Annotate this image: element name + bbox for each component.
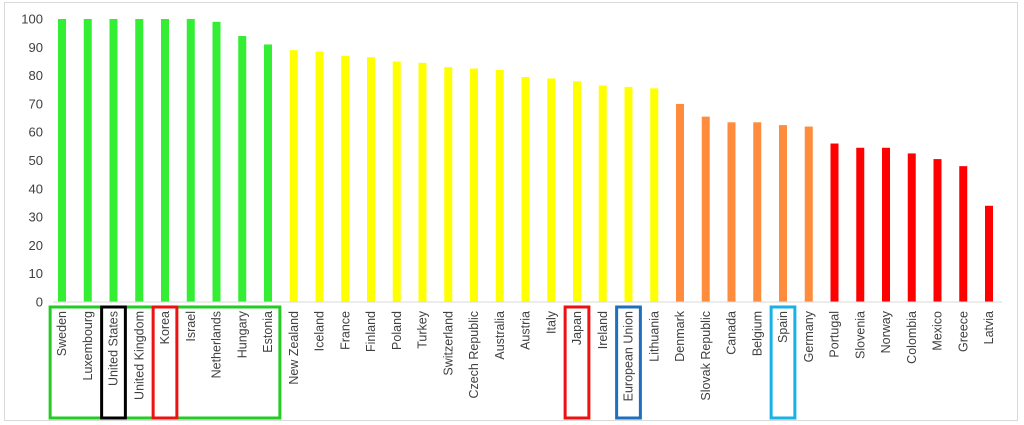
bar (779, 125, 787, 302)
bar (753, 122, 762, 302)
x-tick-label: Korea (158, 311, 172, 344)
highlight-box (100, 305, 127, 420)
bar (804, 126, 813, 302)
y-tick-label: 90 (29, 40, 43, 55)
x-tick-label: United Kingdom (132, 311, 146, 400)
bar (598, 85, 607, 302)
y-tick-label: 0 (36, 295, 43, 310)
bar (289, 50, 298, 302)
bar (933, 159, 942, 302)
bar (856, 147, 865, 302)
x-tick-label: Norway (879, 310, 893, 353)
bar (727, 122, 736, 302)
x-tick-label: Australia (493, 311, 507, 360)
x-tick-label: Austria (519, 311, 533, 350)
bar (470, 68, 478, 303)
x-tick-label: Hungary (235, 310, 249, 358)
x-tick-label: Denmark (673, 310, 687, 361)
x-tick-label: Sweden (55, 311, 69, 356)
bar-chart: 0 10 20 30 40 50 60 70 80 90 100 Sweden Luxembourg U… (21, 12, 1002, 420)
x-tick-label: Finland (364, 311, 378, 352)
highlight-box (563, 305, 591, 420)
bar (418, 62, 427, 302)
x-tick-label: Slovenia (853, 311, 867, 359)
bar (161, 19, 169, 302)
x-tick-label: Netherlands (210, 311, 224, 378)
bar (392, 61, 401, 303)
bar (676, 103, 684, 303)
x-tick-label: Slovak Republic (699, 311, 713, 401)
highlight-box (615, 305, 642, 420)
x-tick-label: Israel (184, 311, 198, 342)
bar (624, 86, 633, 302)
y-tick-label: 70 (29, 96, 43, 111)
bar (212, 21, 221, 303)
x-tick-label: Latvia (982, 311, 996, 344)
x-tick-label: New Zealand (287, 311, 301, 385)
y-tick-label: 60 (29, 125, 43, 140)
y-tick-label: 40 (29, 181, 43, 196)
bar (264, 44, 272, 302)
bar (83, 19, 92, 302)
bar (444, 67, 453, 302)
x-tick-label: Portugal (828, 311, 842, 358)
x-tick-label: Spain (776, 311, 790, 343)
y-axis-ticks: 0 10 20 30 40 50 60 70 80 90 100 (21, 12, 43, 310)
x-tick-label: Estonia (261, 311, 275, 353)
x-axis-labels: Sweden Luxembourg United States United King… (55, 310, 996, 401)
x-tick-label: Italy (544, 310, 558, 334)
x-tick-label: Turkey (416, 310, 430, 348)
bar (521, 77, 530, 302)
x-tick-label: Colombia (905, 311, 919, 364)
x-tick-label: Switzerland (441, 311, 455, 376)
x-tick-label: Japan (570, 311, 584, 345)
x-tick-label: Belgium (750, 311, 764, 356)
y-tick-label: 20 (29, 238, 43, 253)
x-tick-label: Czech Republic (467, 311, 481, 399)
y-tick-label: 30 (29, 210, 43, 225)
x-tick-label: Greece (956, 311, 970, 352)
bar (58, 19, 66, 302)
x-tick-label: Mexico (931, 311, 945, 351)
bar (495, 69, 504, 302)
bar (315, 51, 324, 302)
bar (367, 57, 375, 302)
bar (186, 19, 195, 302)
y-tick-label: 100 (21, 12, 43, 27)
bar (135, 19, 144, 302)
x-tick-label: Luxembourg (81, 311, 95, 381)
bar (830, 143, 839, 302)
bar (907, 153, 916, 302)
y-tick-label: 50 (29, 153, 43, 168)
bar (882, 147, 890, 302)
bar (341, 55, 350, 302)
bar (109, 19, 118, 302)
highlight-boxes (48, 305, 797, 420)
bar (959, 166, 968, 302)
x-tick-label: Poland (390, 311, 404, 350)
y-tick-label: 10 (29, 266, 43, 281)
x-tick-label: United States (107, 311, 121, 386)
x-tick-label: European Union (622, 311, 636, 401)
bars (58, 19, 993, 303)
x-tick-label: France (338, 311, 352, 350)
x-tick-label: Canada (725, 311, 739, 355)
y-tick-label: 80 (29, 68, 43, 83)
bar (573, 81, 581, 302)
bar (547, 78, 556, 303)
bar (238, 35, 247, 302)
highlight-box (769, 305, 797, 420)
bar (650, 88, 659, 303)
chart-frame: 0 10 20 30 40 50 60 70 80 90 100 Sweden Luxembourg U… (4, 2, 1018, 421)
x-tick-label: Lithuania (647, 311, 661, 362)
highlight-box (151, 305, 179, 420)
x-tick-label: Ireland (596, 311, 610, 349)
bar (985, 205, 993, 302)
x-tick-label: Iceland (313, 311, 327, 351)
bar (701, 116, 710, 302)
x-tick-label: Germany (802, 310, 816, 362)
